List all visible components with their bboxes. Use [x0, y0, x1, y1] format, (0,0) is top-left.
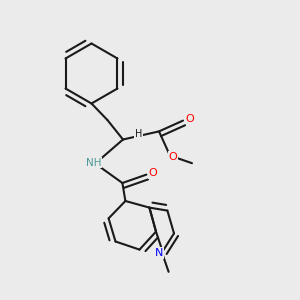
Text: O: O — [169, 152, 178, 162]
Text: O: O — [148, 168, 158, 178]
Text: H: H — [135, 129, 142, 139]
Text: O: O — [185, 114, 194, 124]
Text: NH: NH — [86, 158, 102, 168]
Text: N: N — [154, 248, 163, 258]
